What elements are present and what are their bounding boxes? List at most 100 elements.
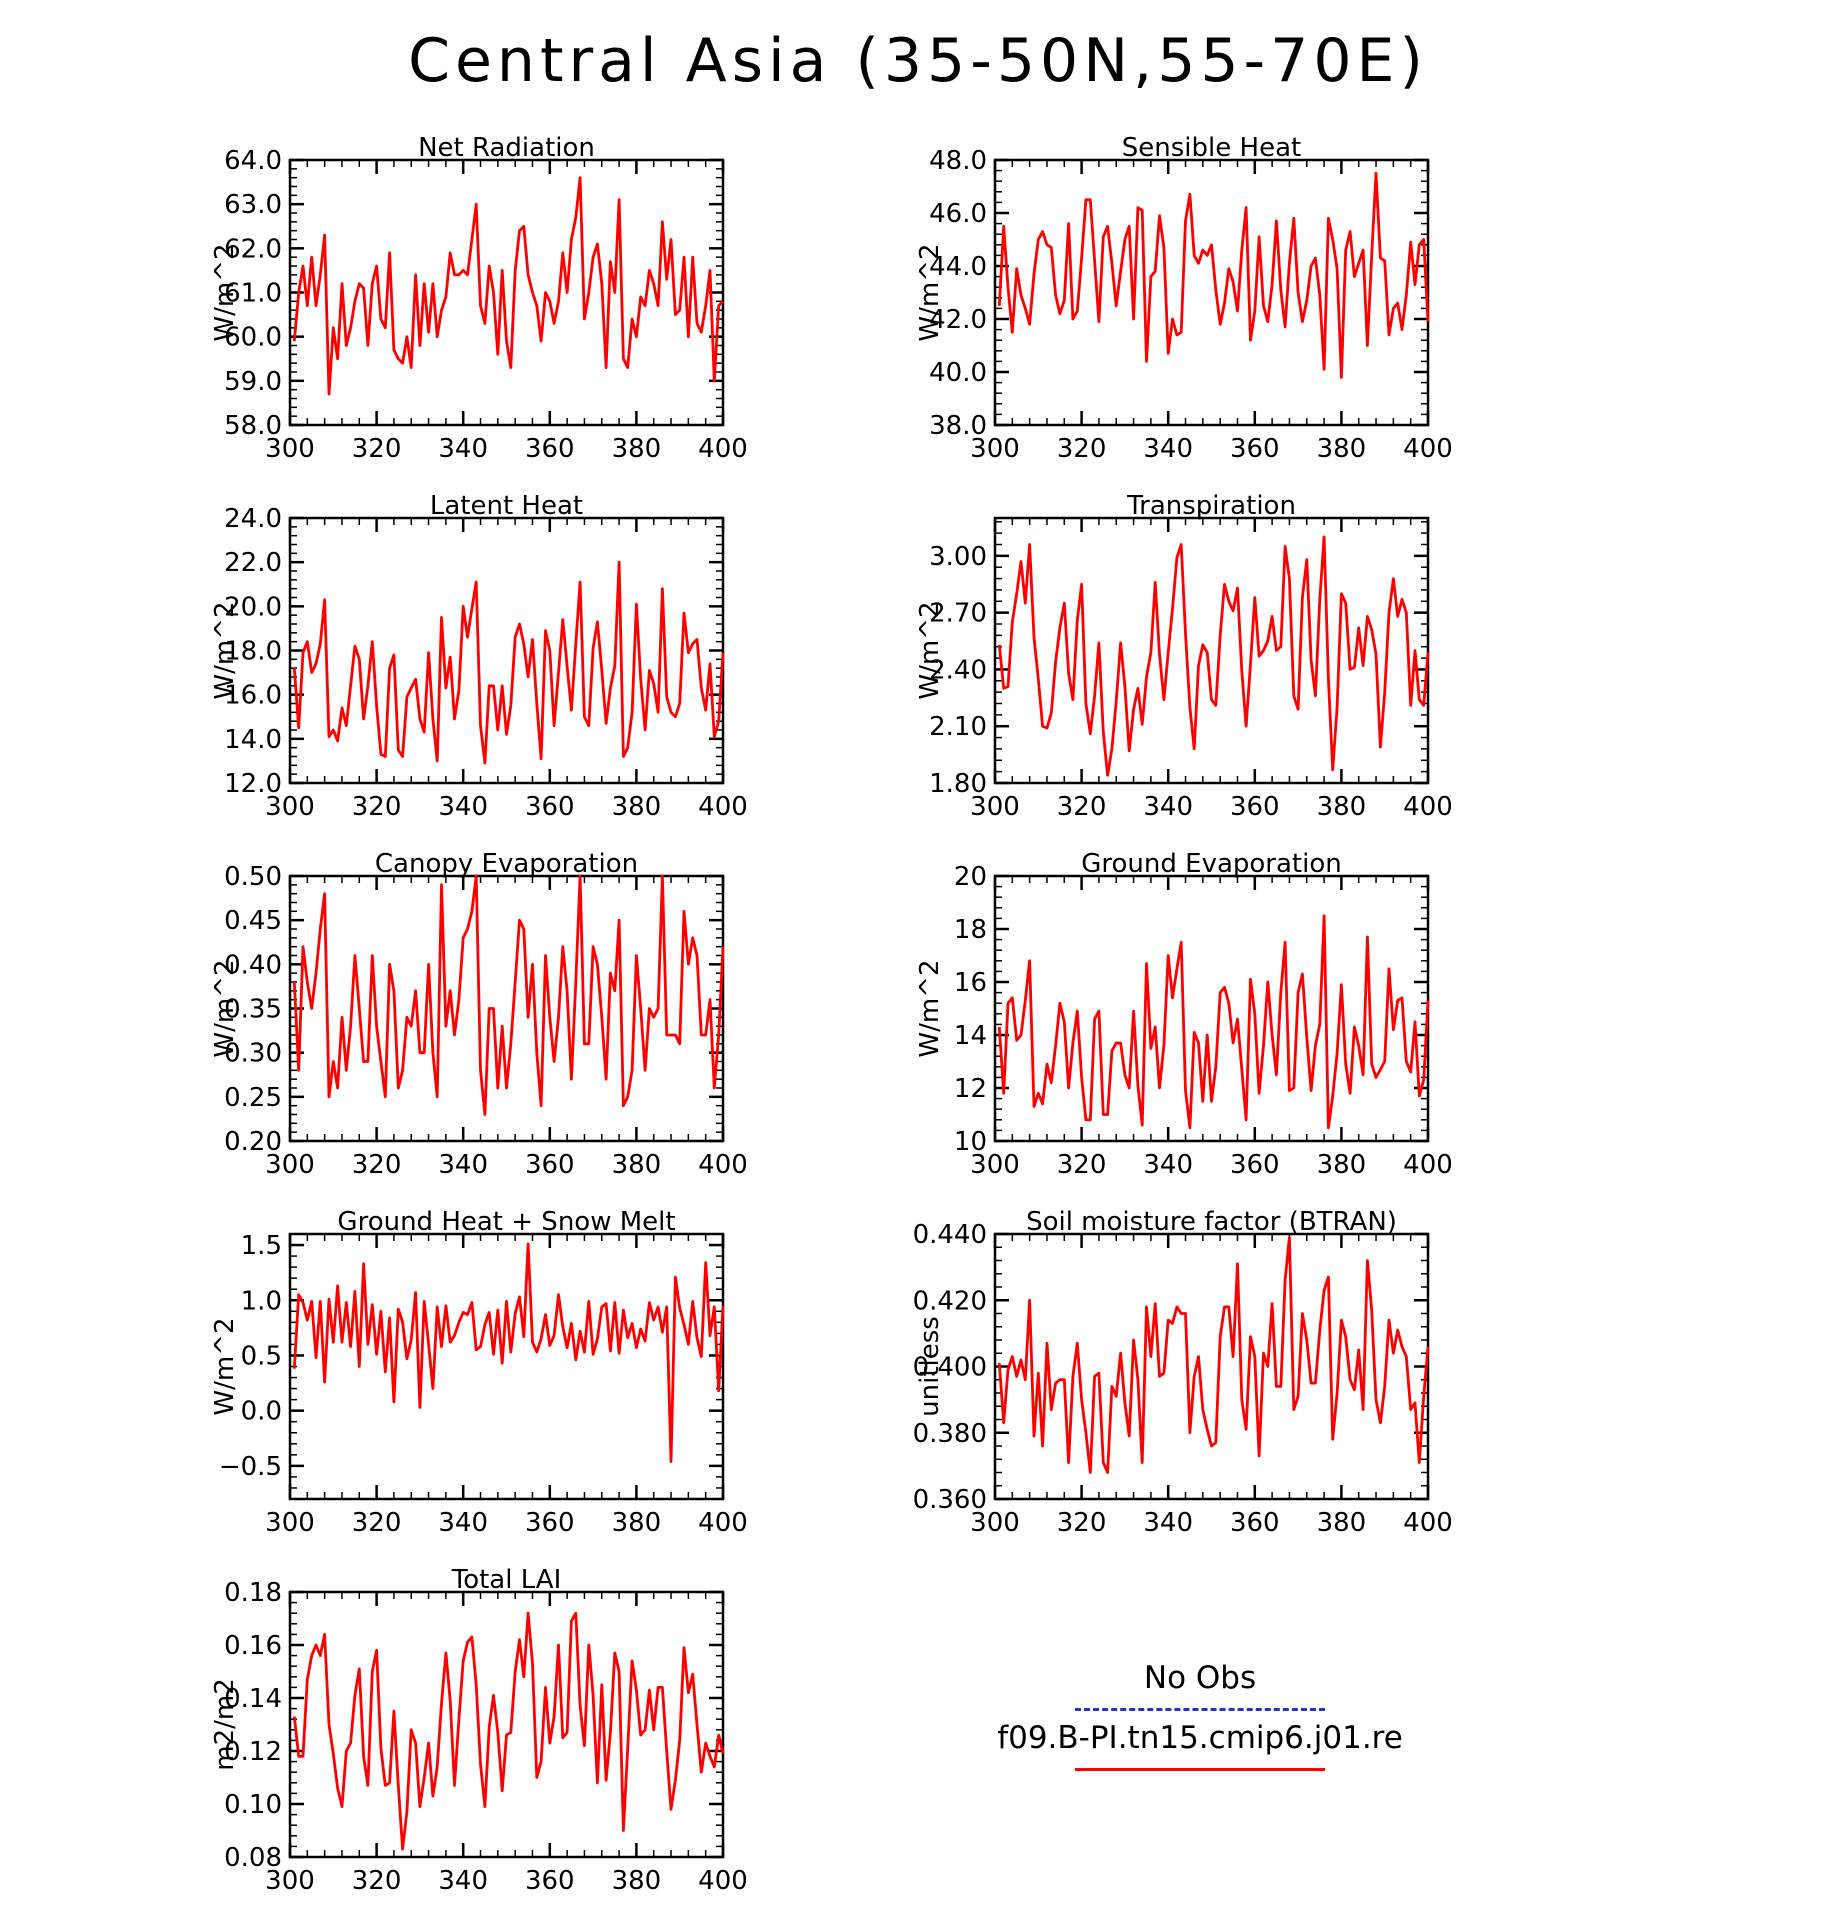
x-tick-label: 320: [1057, 1508, 1107, 1538]
y-tick-label: 0.360: [913, 1485, 987, 1515]
y-tick-label: 64.0: [224, 146, 282, 176]
series-line-canopy-evaporation: [292, 874, 725, 1116]
x-tick-label: 340: [438, 792, 488, 822]
legend-line-no-obs: [1075, 1708, 1325, 1711]
y-tick-label: 63.0: [224, 190, 282, 220]
x-tick-label: 400: [698, 1150, 748, 1180]
y-tick-label: 62.0: [224, 234, 282, 264]
y-tick-label: 14: [954, 1021, 987, 1051]
x-tick-label: 400: [1403, 792, 1453, 822]
y-tick-label: 0.380: [913, 1419, 987, 1449]
chart-title: Sensible Heat: [1122, 133, 1301, 163]
x-tick-label: 340: [438, 434, 488, 464]
chart-total-lai: Total LAI m2/m2 300 320 340 360 380 400 0.08 0.10…: [210, 1565, 748, 1896]
chart-canopy-evaporation: Canopy Evaporation W/m^2 300 320 340 360 380 40…: [210, 849, 748, 1180]
x-tick-label: 400: [698, 1866, 748, 1896]
x-tick-label: 360: [525, 1866, 575, 1896]
y-tick-label: 18.0: [224, 637, 282, 667]
x-tick-label: 400: [1403, 1508, 1453, 1538]
series-line-transpiration: [997, 535, 1430, 777]
legend: No Obs f09.B-PI.tn15.cmip6.j01.re: [940, 1660, 1460, 1800]
y-tick-label: 18: [954, 915, 987, 945]
y-tick-label: 44.0: [929, 252, 987, 282]
chart-ground-heat-snow-melt: Ground Heat + Snow Melt W/m^2 300 320 340 360…: [210, 1207, 748, 1538]
y-tick-label: 12.0: [224, 769, 282, 799]
series-line-ground-evaporation: [997, 914, 1430, 1130]
y-tick-label: 0.40: [224, 950, 282, 980]
x-tick-label: 320: [1057, 792, 1107, 822]
y-tick-label: 0.12: [224, 1737, 282, 1767]
plot-frame: [288, 1590, 725, 1859]
x-tick-label: 400: [1403, 434, 1453, 464]
y-tick-label: 0.50: [224, 862, 282, 892]
x-tick-label: 400: [698, 1508, 748, 1538]
series-line-net-radiation: [292, 176, 725, 396]
x-tick-label: 380: [1317, 1150, 1367, 1180]
x-tick-label: 320: [352, 1150, 402, 1180]
y-axis-label: W/m^2: [210, 1317, 240, 1415]
chart-ground-evaporation: Ground Evaporation W/m^2 300 320 340 360 380 40…: [915, 849, 1453, 1180]
y-tick-label: 0.10: [224, 1790, 282, 1820]
y-tick-label: 20: [954, 862, 987, 892]
chart-title: Total LAI: [451, 1565, 562, 1595]
y-tick-label: 60.0: [224, 323, 282, 353]
x-tick-label: 400: [1403, 1150, 1453, 1180]
x-tick-label: 320: [352, 792, 402, 822]
plot-frame: [288, 1232, 725, 1501]
y-tick-label: 0.08: [224, 1843, 282, 1873]
y-tick-label: 22.0: [224, 548, 282, 578]
x-tick-label: 380: [612, 434, 662, 464]
y-tick-label: 10: [954, 1127, 987, 1157]
y-axis-label: W/m^2: [210, 601, 240, 699]
y-tick-label: 2.70: [929, 599, 987, 629]
y-tick-label: 61.0: [224, 279, 282, 309]
x-tick-label: 360: [1230, 434, 1280, 464]
x-tick-label: 300: [265, 1866, 315, 1896]
x-tick-label: 380: [612, 1150, 662, 1180]
y-axis-label: W/m^2: [915, 959, 945, 1057]
chart-sensible-heat: Sensible Heat W/m^2 300 320 340 360 380 400 38.0…: [915, 133, 1453, 464]
x-tick-label: 400: [698, 792, 748, 822]
y-tick-label: 12: [954, 1074, 987, 1104]
chart-transpiration: Transpiration W/m^2 300 320 340 360 380 400 1.80…: [915, 491, 1453, 822]
x-tick-label: 300: [970, 792, 1020, 822]
x-tick-label: 340: [1143, 434, 1193, 464]
y-tick-label: 2.40: [929, 655, 987, 685]
y-tick-label: 42.0: [929, 305, 987, 335]
x-tick-label: 320: [1057, 1150, 1107, 1180]
x-tick-label: 400: [698, 434, 748, 464]
plot-frame: [993, 158, 1430, 427]
y-tick-label: 0.5: [241, 1341, 282, 1371]
legend-label-model-run: f09.B-PI.tn15.cmip6.j01.re: [997, 1720, 1403, 1756]
x-tick-label: 340: [1143, 1508, 1193, 1538]
y-tick-label: 0.16: [224, 1631, 282, 1661]
chart-title: Canopy Evaporation: [375, 849, 638, 879]
page-title: Central Asia (35-50N,55-70E): [408, 26, 1428, 96]
x-tick-label: 360: [525, 792, 575, 822]
x-tick-label: 300: [265, 1508, 315, 1538]
y-tick-label: 16: [954, 968, 987, 998]
series-line-latent-heat: [292, 560, 725, 765]
y-tick-label: 58.0: [224, 411, 282, 441]
y-tick-label: 0.0: [241, 1397, 282, 1427]
chart-title: Net Radiation: [418, 133, 595, 163]
x-tick-label: 340: [438, 1508, 488, 1538]
y-axis-label: W/m^2: [915, 601, 945, 699]
y-tick-label: 0.20: [224, 1127, 282, 1157]
x-tick-label: 360: [525, 1508, 575, 1538]
chart-title: Transpiration: [1126, 491, 1296, 521]
y-tick-label: 48.0: [929, 146, 987, 176]
x-tick-label: 340: [1143, 792, 1193, 822]
series-line-sensible-heat: [997, 171, 1430, 379]
chart-net-radiation: Net Radiation W/m^2 300 320 340 360 380 400 58.0…: [210, 133, 748, 464]
x-tick-label: 380: [612, 1508, 662, 1538]
y-tick-label: 0.400: [913, 1353, 987, 1383]
x-tick-label: 360: [1230, 1150, 1280, 1180]
x-tick-label: 300: [970, 1508, 1020, 1538]
y-axis-label: W/m^2: [915, 243, 945, 341]
x-tick-label: 320: [352, 1866, 402, 1896]
x-tick-label: 340: [1143, 1150, 1193, 1180]
series-line-ground-heat-snow-melt: [292, 1242, 725, 1463]
y-tick-label: 1.80: [929, 769, 987, 799]
chart-title: Ground Heat + Snow Melt: [337, 1207, 675, 1237]
